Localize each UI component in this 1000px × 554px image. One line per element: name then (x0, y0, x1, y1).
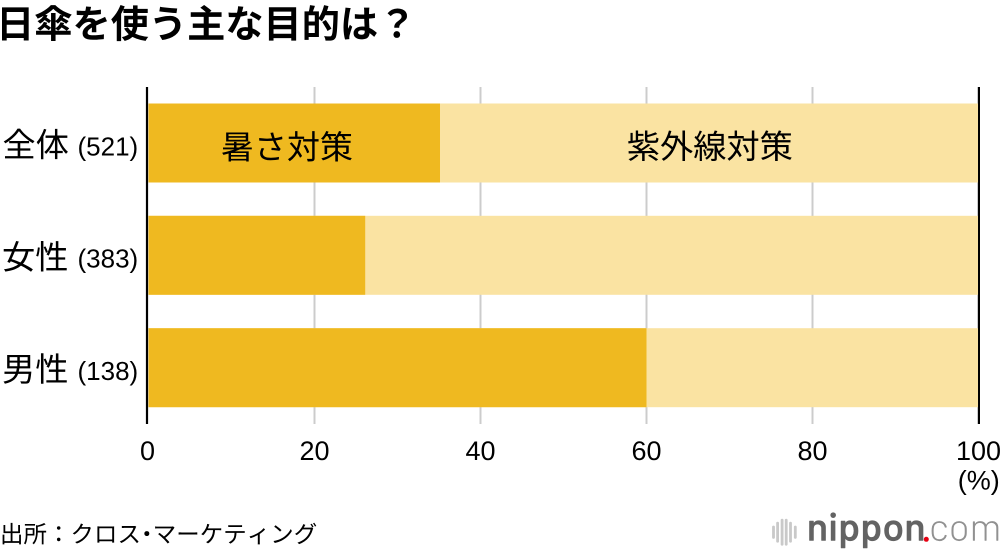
svg-text:(138): (138) (78, 356, 139, 386)
svg-text:(521): (521) (78, 131, 139, 161)
svg-text:(%): (%) (958, 466, 1000, 496)
svg-text:40: 40 (465, 436, 495, 466)
svg-text:(383): (383) (78, 244, 139, 274)
svg-text:0: 0 (140, 436, 155, 466)
svg-text:100: 100 (956, 436, 1000, 466)
svg-text:60: 60 (631, 436, 661, 466)
svg-text:80: 80 (797, 436, 827, 466)
svg-text:20: 20 (299, 436, 329, 466)
